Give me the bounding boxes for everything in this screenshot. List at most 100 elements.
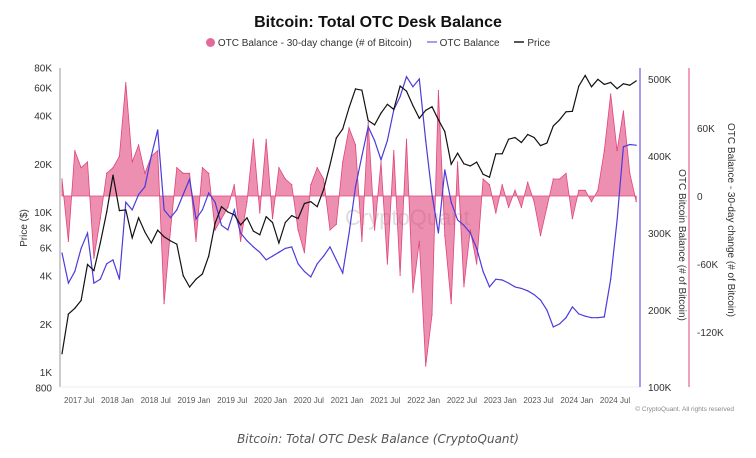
series-otc-balance-point (399, 96, 401, 98)
change-point (629, 172, 631, 174)
change-point (240, 240, 242, 242)
series-otc-balance-point (386, 140, 388, 142)
series-otc-balance-point (495, 278, 497, 280)
series-price-point (144, 231, 146, 233)
legend-label-price: Price (527, 38, 551, 49)
series-price-point (635, 80, 637, 82)
change-point (208, 172, 210, 174)
change-point (393, 150, 395, 152)
left-tick-label: 40K (34, 112, 52, 123)
change-point (259, 212, 261, 214)
change-point (182, 172, 184, 174)
change-point (444, 235, 446, 237)
series-otc-balance-point (189, 178, 191, 180)
series-otc-balance-point (367, 126, 369, 128)
series-otc-balance-point (265, 259, 267, 261)
change-point (361, 240, 363, 242)
series-otc-balance-point (227, 229, 229, 231)
left-tick-label: 60K (34, 83, 52, 94)
change-point (348, 127, 350, 129)
series-price-point (297, 217, 299, 220)
series-otc-balance-point (622, 146, 625, 148)
x-tick-label: 2018 Jan (101, 396, 134, 405)
change-point (284, 178, 286, 180)
change-point (74, 150, 76, 152)
series-price-point (514, 136, 516, 139)
legend-item-balance[interactable]: OTC Balance (426, 38, 500, 49)
series-otc-balance-point (354, 186, 357, 188)
series-otc-balance-point (584, 315, 586, 317)
series-price-point (571, 110, 574, 112)
change-point (399, 274, 401, 276)
change-point (578, 189, 580, 191)
change-point (86, 161, 89, 163)
series-price-point (590, 86, 593, 88)
caption: Bitcoin: Total OTC Desk Balance (CryptoQ… (237, 432, 519, 446)
change-point (374, 229, 376, 231)
legend-item-change[interactable]: OTC Balance - 30-day change (# of Bitcoi… (205, 38, 412, 49)
x-tick-label: 2020 Jan (254, 396, 287, 405)
series-price-point (86, 263, 89, 266)
change-point (431, 314, 433, 316)
series-price-point (444, 131, 446, 133)
series-price-point (125, 209, 127, 211)
series-otc-balance-point (597, 317, 599, 319)
change-axis-title: OTC Balance - 30-day change (# of Bitcoi… (725, 123, 736, 317)
series-price-point (552, 125, 554, 127)
series-otc-balance-point (246, 240, 248, 242)
series-price-point (456, 152, 459, 154)
series-otc-balance-point (195, 218, 197, 220)
series-otc-balance-point (335, 259, 337, 261)
series-otc-balance-point (431, 193, 433, 196)
change-point (112, 167, 114, 169)
series-otc-balance-point (552, 326, 554, 328)
series-price-point (508, 138, 510, 140)
series-price-point (354, 88, 357, 90)
series-price-point (578, 85, 580, 87)
left-tick-label: 10K (34, 208, 52, 219)
change-tick-label: -60K (697, 260, 718, 271)
series-otc-balance-point (86, 232, 89, 234)
x-tick-label: 2024 Jan (560, 396, 593, 405)
series-otc-balance-point (616, 219, 618, 221)
series-otc-balance-point (93, 282, 95, 284)
left-tick-label: 1K (40, 368, 53, 379)
change-point (456, 161, 459, 163)
change-point (616, 150, 618, 152)
change-point (271, 218, 274, 220)
series-otc-balance-point (348, 232, 350, 234)
series-price-point (412, 104, 414, 107)
series-price-point (405, 90, 408, 92)
series-otc-balance-point (571, 306, 574, 308)
series-otc-balance-point (463, 224, 465, 226)
left-tick-label: 2K (40, 320, 53, 331)
series-otc-balance-point (284, 247, 286, 249)
series-price-point (284, 221, 286, 224)
series-price-point (182, 275, 184, 277)
legend-item-price[interactable]: Price (514, 38, 550, 49)
series-price-point (176, 243, 178, 245)
change-point (163, 303, 165, 305)
series-otc-balance-point (259, 251, 261, 253)
x-tick-label: 2018 Jul (141, 396, 171, 405)
change-tick-label: 60K (697, 124, 715, 135)
series-otc-balance-point (444, 169, 446, 171)
change-point (93, 257, 95, 259)
series-otc-balance-point (297, 263, 299, 265)
x-tick-label: 2019 Jan (178, 396, 211, 405)
change-point (488, 184, 491, 186)
x-tick-label: 2022 Jan (407, 396, 440, 405)
series-price-point (74, 307, 76, 309)
series-otc-balance-point (131, 209, 133, 211)
series-price-point (482, 173, 484, 175)
series-otc-balance-point (501, 279, 503, 281)
series-otc-balance-point (144, 186, 146, 188)
series-otc-balance-point (169, 217, 172, 219)
change-point (201, 167, 203, 169)
change-point (195, 240, 197, 242)
change-point (367, 121, 369, 123)
series-otc-balance-point (329, 246, 331, 248)
x-tick-label: 2017 Jul (64, 396, 94, 405)
series-price-point (195, 278, 197, 280)
